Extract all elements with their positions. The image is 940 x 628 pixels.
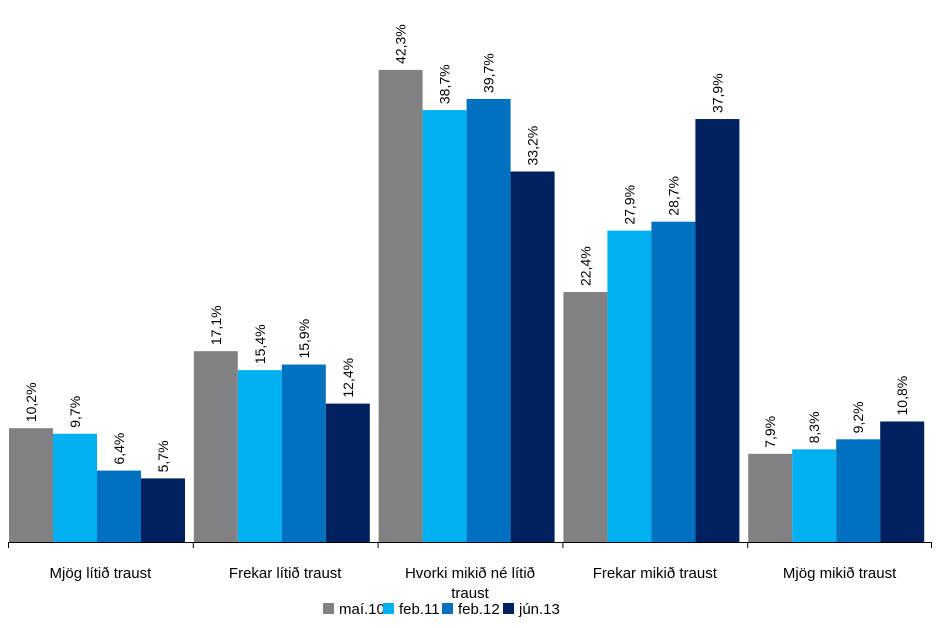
bar-3-4: [651, 221, 696, 542]
bar-1-1: [9, 428, 53, 542]
bar-1-3: [378, 69, 423, 542]
value-label-3-3: 39,7%: [481, 53, 497, 93]
bar-4-4: [695, 119, 740, 542]
value-label-1-5: 7,9%: [762, 416, 778, 448]
value-label-3-4: 28,7%: [665, 176, 681, 216]
bar-4-2: [325, 403, 370, 542]
legend-swatch-3: [442, 603, 453, 614]
legend-label-4: jún.13: [518, 601, 560, 618]
value-label-4-5: 10,8%: [894, 376, 910, 416]
value-label-3-5: 9,2%: [850, 401, 866, 433]
value-label-4-1: 5,7%: [155, 440, 171, 472]
value-label-1-2: 17,1%: [208, 305, 224, 345]
bar-2-4: [607, 230, 652, 543]
value-label-4-3: 33,2%: [525, 126, 541, 166]
legend-swatch-4: [503, 603, 514, 614]
value-label-2-1: 9,7%: [67, 396, 83, 428]
legend-swatch-2: [383, 603, 394, 614]
value-label-3-2: 15,9%: [296, 319, 312, 359]
bar-2-3: [422, 110, 467, 542]
bar-3-1: [97, 470, 141, 542]
category-label-1: Mjög lítið traust: [50, 565, 153, 582]
value-label-1-4: 22,4%: [577, 246, 593, 286]
category-label-2: Frekar lítið traust: [229, 565, 342, 582]
bar-1-2: [193, 351, 238, 542]
bar-4-3: [510, 171, 555, 542]
bar-3-5: [836, 439, 881, 542]
bar-2-2: [237, 370, 282, 542]
bars-layer: [9, 69, 925, 543]
category-label-5: Mjög mikið traust: [783, 565, 897, 582]
bar-3-3: [466, 98, 511, 542]
bar-2-5: [792, 449, 837, 542]
value-label-2-4: 27,9%: [621, 185, 637, 225]
bar-4-5: [880, 421, 925, 542]
value-label-3-1: 6,4%: [111, 433, 127, 465]
bar-4-1: [141, 478, 185, 542]
value-label-2-5: 8,3%: [806, 411, 822, 443]
value-label-1-1: 10,2%: [23, 382, 39, 422]
value-label-4-4: 37,9%: [709, 73, 725, 113]
value-label-1-3: 42,3%: [393, 24, 409, 64]
legend-label-1: maí.10: [339, 601, 385, 618]
category-label-3-line-1: Hvorki mikið né lítið: [405, 565, 535, 582]
category-label-4: Frekar mikið traust: [593, 565, 718, 582]
category-label-3-line-2: traust: [451, 585, 489, 602]
x-axis-ticks: [8, 542, 932, 548]
value-label-2-3: 38,7%: [437, 64, 453, 104]
bar-2-1: [53, 433, 97, 542]
bar-1-4: [563, 292, 608, 542]
legend-label-2: feb.11: [399, 601, 440, 618]
value-labels-layer: 10,2% 9,7% 6,4% 5,7% 17,1% 15,4% 15,9% 12,4% 42,…: [23, 24, 910, 472]
category-labels-layer: Mjög lítið traust Frekar lítið traust Hvor…: [50, 565, 898, 602]
value-label-4-2: 12,4%: [340, 358, 356, 398]
legend-swatch-1: [323, 603, 334, 614]
value-label-2-2: 15,4%: [252, 324, 268, 364]
legend-label-3: feb.12: [458, 601, 500, 618]
legend: maí.10 feb.11 feb.12 jún.13: [323, 601, 560, 618]
bar-3-2: [281, 364, 326, 542]
bar-1-5: [748, 453, 793, 542]
